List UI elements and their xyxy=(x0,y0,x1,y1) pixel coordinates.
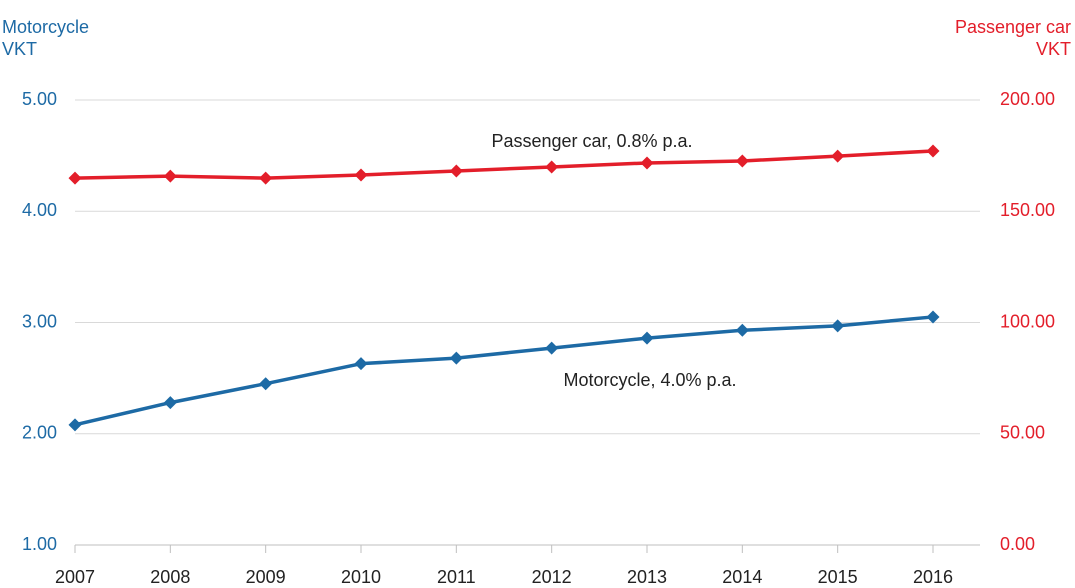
x-tick-label: 2013 xyxy=(627,567,667,587)
marker xyxy=(259,171,273,185)
marker xyxy=(163,169,177,183)
y-axis-title: VKT xyxy=(2,39,37,59)
marker xyxy=(926,310,940,324)
marker xyxy=(831,319,845,333)
marker xyxy=(354,168,368,182)
marker xyxy=(735,323,749,337)
marker xyxy=(640,156,654,170)
y2-tick-label: 0.00 xyxy=(1000,534,1035,554)
marker xyxy=(926,144,940,158)
marker xyxy=(354,357,368,371)
x-tick-label: 2011 xyxy=(437,567,476,587)
marker xyxy=(68,418,82,432)
series-line xyxy=(74,149,934,180)
x-tick-label: 2015 xyxy=(818,567,858,587)
y2-tick-label: 150.00 xyxy=(1000,200,1055,220)
x-tick-label: 2016 xyxy=(913,567,953,587)
x-tick-label: 2008 xyxy=(150,567,190,587)
y-tick-label: 2.00 xyxy=(22,423,57,443)
marker xyxy=(449,164,463,178)
x-tick-label: 2012 xyxy=(532,567,572,587)
x-tick-label: 2014 xyxy=(722,567,762,587)
marker xyxy=(545,160,559,174)
y-tick-label: 4.00 xyxy=(22,200,57,220)
x-tick-label: 2009 xyxy=(246,567,286,587)
series-line xyxy=(74,315,934,427)
marker xyxy=(545,341,559,355)
y-tick-label: 3.00 xyxy=(22,311,57,331)
marker xyxy=(163,396,177,410)
x-tick-label: 2010 xyxy=(341,567,381,587)
marker xyxy=(831,149,845,163)
y2-axis-title: Passenger car xyxy=(955,17,1071,37)
y-tick-label: 5.00 xyxy=(22,89,57,109)
y2-axis-title: VKT xyxy=(1036,39,1071,59)
marker xyxy=(259,377,273,391)
annotation: Passenger car, 0.8% p.a. xyxy=(491,131,692,151)
y-tick-label: 1.00 xyxy=(22,534,57,554)
marker xyxy=(68,171,82,185)
annotation: Motorcycle, 4.0% p.a. xyxy=(563,370,736,390)
marker xyxy=(640,331,654,345)
marker xyxy=(735,154,749,168)
y2-tick-label: 200.00 xyxy=(1000,89,1055,109)
marker xyxy=(449,351,463,365)
x-tick-label: 2007 xyxy=(55,567,95,587)
y-axis-title: Motorcycle xyxy=(2,17,89,37)
y2-tick-label: 100.00 xyxy=(1000,311,1055,331)
y2-tick-label: 50.00 xyxy=(1000,423,1045,443)
